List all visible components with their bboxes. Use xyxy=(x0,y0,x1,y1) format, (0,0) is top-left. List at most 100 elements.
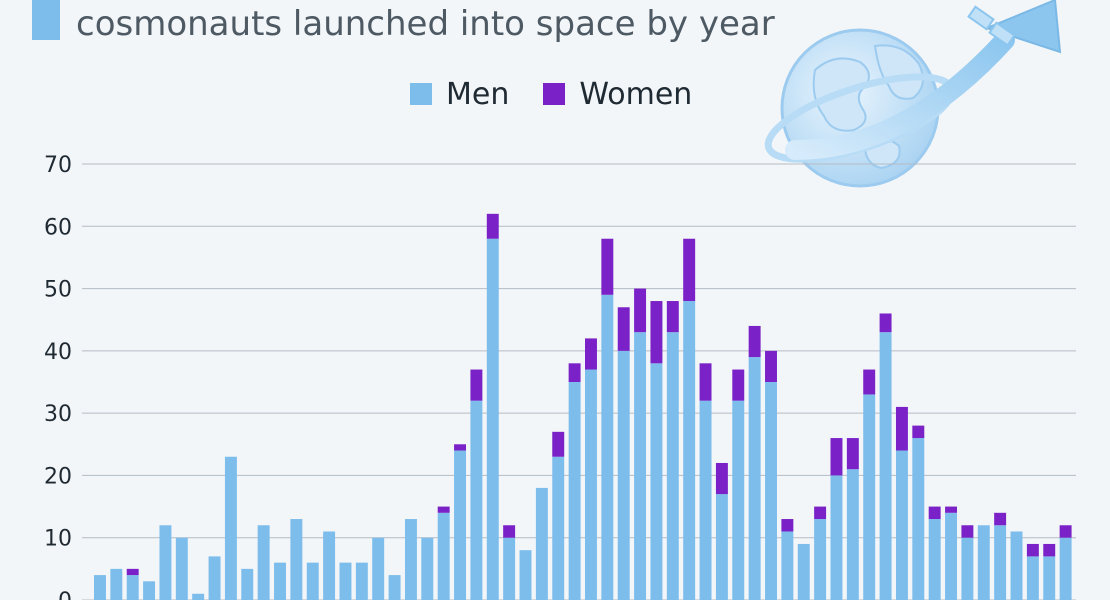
bar-men[interactable] xyxy=(945,512,958,600)
legend-item-men[interactable]: Men xyxy=(410,77,509,112)
bar-women[interactable] xyxy=(617,307,630,351)
bar-men[interactable] xyxy=(454,450,467,600)
legend-item-women[interactable]: Women xyxy=(543,77,692,112)
bar-men[interactable] xyxy=(290,519,303,600)
bar-women[interactable] xyxy=(732,369,745,401)
bar-men[interactable] xyxy=(928,519,941,600)
y-axis-ticks: 0 10 20 30 40 50 60 70 xyxy=(44,153,72,600)
bar-men[interactable] xyxy=(355,562,368,600)
bar-women[interactable] xyxy=(928,506,941,520)
bar-women[interactable] xyxy=(634,288,647,333)
bar-men[interactable] xyxy=(519,550,532,600)
bar-men[interactable] xyxy=(192,593,205,600)
bar-women[interactable] xyxy=(748,325,761,358)
bar-women[interactable] xyxy=(1043,543,1056,557)
bar-men[interactable] xyxy=(568,382,581,600)
bar-men[interactable] xyxy=(306,562,319,600)
bar-men[interactable] xyxy=(781,531,794,600)
bar-women[interactable] xyxy=(470,369,483,401)
bar-men[interactable] xyxy=(601,294,614,600)
bar-women[interactable] xyxy=(814,506,827,520)
bar-men[interactable] xyxy=(994,525,1007,600)
bar-men[interactable] xyxy=(1026,556,1039,600)
bar-men[interactable] xyxy=(895,450,908,600)
bar-men[interactable] xyxy=(879,332,892,600)
bar-men[interactable] xyxy=(143,581,156,600)
bar-women[interactable] xyxy=(895,406,908,451)
bar-women[interactable] xyxy=(830,438,843,476)
bar-men[interactable] xyxy=(388,575,401,600)
bar-women[interactable] xyxy=(699,363,712,401)
bar-men[interactable] xyxy=(797,543,810,600)
bar-men[interactable] xyxy=(1010,531,1023,600)
bar-men[interactable] xyxy=(814,519,827,600)
bar-men[interactable] xyxy=(126,575,139,600)
bar-women[interactable] xyxy=(454,444,467,451)
bar-men[interactable] xyxy=(846,469,859,600)
bar-men[interactable] xyxy=(830,475,843,600)
bar-women[interactable] xyxy=(879,313,892,333)
bar-men[interactable] xyxy=(1043,556,1056,600)
bar-women[interactable] xyxy=(863,369,876,395)
y-tick-label: 20 xyxy=(44,464,72,489)
bar-men[interactable] xyxy=(274,562,286,600)
legend-swatch-women xyxy=(543,83,566,105)
bar-men[interactable] xyxy=(699,400,712,600)
bar-men[interactable] xyxy=(486,238,499,600)
bar-women[interactable] xyxy=(1059,525,1072,538)
bar-men[interactable] xyxy=(372,537,385,600)
bar-women[interactable] xyxy=(945,506,958,513)
bar-men[interactable] xyxy=(404,519,417,600)
bar-men[interactable] xyxy=(257,525,270,600)
bar-men[interactable] xyxy=(585,369,597,600)
bar-men[interactable] xyxy=(159,525,172,600)
bar-men[interactable] xyxy=(110,568,123,600)
bar-women[interactable] xyxy=(601,238,614,295)
bar-men[interactable] xyxy=(1059,537,1072,600)
bar-men[interactable] xyxy=(617,350,630,600)
bar-men[interactable] xyxy=(863,394,876,600)
bar-women[interactable] xyxy=(486,213,499,239)
bar-men[interactable] xyxy=(323,531,336,600)
bar-men[interactable] xyxy=(765,382,777,600)
bar-women[interactable] xyxy=(912,425,925,439)
bar-men[interactable] xyxy=(715,494,728,600)
bar-men[interactable] xyxy=(732,400,745,600)
bar-men[interactable] xyxy=(339,562,352,600)
bar-men[interactable] xyxy=(503,537,516,600)
bar-women[interactable] xyxy=(437,506,450,513)
bar-men[interactable] xyxy=(208,556,221,600)
bar-men[interactable] xyxy=(470,400,483,600)
bar-women[interactable] xyxy=(585,338,597,370)
bar-women[interactable] xyxy=(781,519,794,532)
bar-men[interactable] xyxy=(977,525,990,600)
bar-men[interactable] xyxy=(224,456,237,600)
bar-men[interactable] xyxy=(961,537,974,600)
bar-women[interactable] xyxy=(126,568,139,576)
bar-men[interactable] xyxy=(437,512,450,600)
bar-men[interactable] xyxy=(748,357,761,600)
bar-men[interactable] xyxy=(241,568,254,600)
bar-women[interactable] xyxy=(568,363,581,382)
bar-women[interactable] xyxy=(715,462,728,495)
bar-women[interactable] xyxy=(650,301,663,364)
bar-men[interactable] xyxy=(634,332,647,600)
bar-men[interactable] xyxy=(421,537,434,600)
bar-women[interactable] xyxy=(683,238,696,302)
bar-men[interactable] xyxy=(552,456,565,600)
bar-women[interactable] xyxy=(765,350,777,382)
bar-men[interactable] xyxy=(912,438,925,600)
bar-women[interactable] xyxy=(1026,543,1039,557)
bar-women[interactable] xyxy=(666,301,679,333)
bar-women[interactable] xyxy=(552,431,565,457)
bar-men[interactable] xyxy=(683,301,696,600)
bar-men[interactable] xyxy=(94,575,106,600)
bar-women[interactable] xyxy=(503,525,516,538)
bar-men[interactable] xyxy=(650,363,663,600)
bar-women[interactable] xyxy=(846,438,859,470)
bar-men[interactable] xyxy=(175,537,188,600)
bar-men[interactable] xyxy=(666,332,679,600)
bar-women[interactable] xyxy=(994,512,1007,526)
bar-women[interactable] xyxy=(961,525,974,538)
bar-men[interactable] xyxy=(535,487,548,600)
